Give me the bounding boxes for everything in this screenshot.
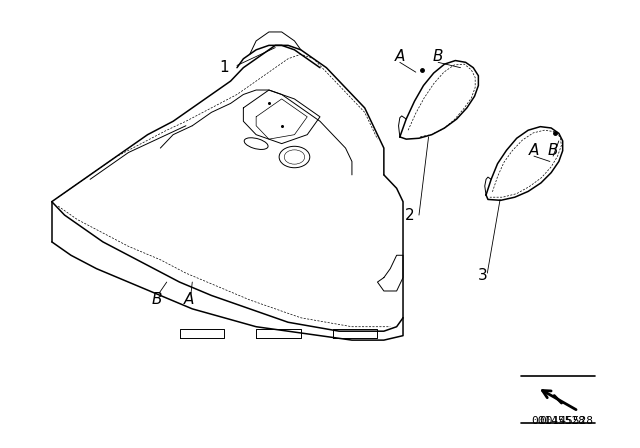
Text: 1: 1	[220, 60, 229, 75]
Text: A: A	[184, 293, 195, 307]
Text: B: B	[548, 143, 558, 158]
Text: 3: 3	[478, 268, 488, 283]
Text: A: A	[395, 49, 405, 64]
Text: A: A	[529, 143, 539, 158]
Text: B: B	[433, 49, 444, 64]
Text: B: B	[152, 293, 163, 307]
Text: 2: 2	[404, 207, 414, 223]
Text: 00145528: 00145528	[539, 415, 593, 426]
Text: 00145528: 00145528	[531, 415, 585, 426]
